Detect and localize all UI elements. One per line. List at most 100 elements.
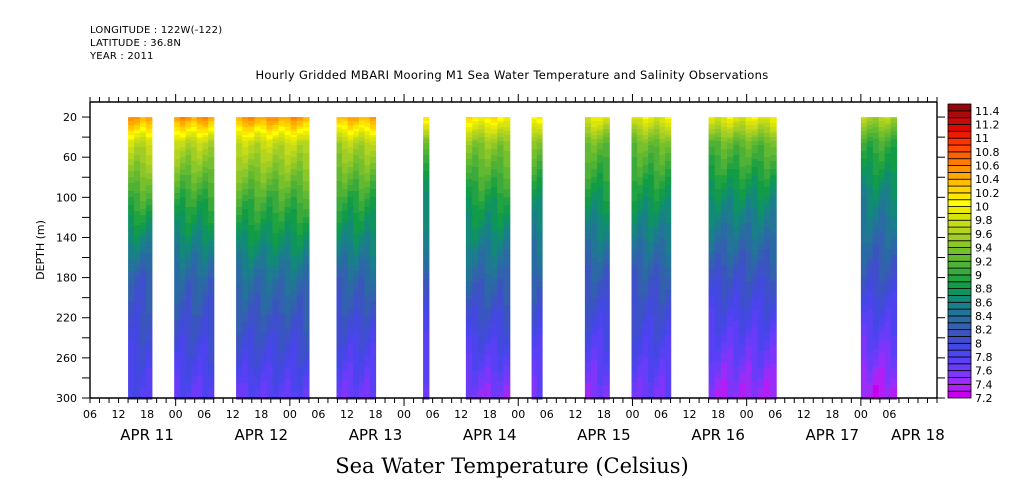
- heat-cell: [497, 231, 505, 234]
- heat-cell: [423, 227, 430, 230]
- heat-cell: [347, 141, 354, 144]
- heat-cell: [266, 221, 274, 224]
- heat-cell: [134, 349, 141, 352]
- heat-cell: [191, 261, 198, 264]
- heat-cell: [358, 299, 365, 302]
- heat-cell: [490, 291, 498, 294]
- heat-cell: [128, 133, 135, 136]
- heat-cell: [490, 141, 498, 144]
- heat-cell: [472, 257, 480, 260]
- heat-cell: [272, 321, 280, 324]
- heat-cell: [202, 297, 209, 300]
- heat-cell: [128, 253, 135, 256]
- heat-cell: [358, 141, 365, 144]
- heat-cell: [284, 127, 292, 130]
- heat-cell: [465, 129, 473, 132]
- heat-cell: [353, 295, 360, 298]
- heat-cell: [191, 151, 198, 154]
- heat-cell: [128, 283, 135, 286]
- heat-cell: [423, 305, 430, 308]
- heat-cell: [278, 357, 286, 360]
- heat-cell: [302, 379, 310, 382]
- heat-cell: [179, 343, 187, 346]
- heat-cell: [342, 209, 349, 212]
- heat-cell: [490, 203, 498, 206]
- heat-cell: [202, 289, 209, 292]
- heat-cell: [208, 361, 215, 364]
- heat-cell: [465, 149, 473, 152]
- heat-cell: [423, 199, 430, 202]
- heat-cell: [179, 215, 187, 218]
- heat-cell: [484, 217, 492, 220]
- heat-cell: [242, 123, 249, 126]
- heat-cell: [336, 157, 343, 160]
- heat-cell: [134, 195, 141, 198]
- heat-cell: [202, 121, 209, 124]
- heat-cell: [248, 395, 255, 398]
- heat-cell: [242, 203, 249, 206]
- heat-cell: [242, 267, 249, 270]
- heat-cell: [266, 191, 274, 194]
- heat-cell: [140, 317, 147, 320]
- heat-cell: [202, 269, 209, 272]
- heat-cell: [353, 259, 360, 262]
- heat-cell: [369, 211, 377, 214]
- heat-cell: [260, 293, 268, 296]
- heat-cell: [134, 389, 141, 392]
- heat-cell: [140, 339, 147, 342]
- heat-cell: [191, 227, 198, 230]
- heat-cell: [465, 259, 473, 262]
- heat-cell: [347, 381, 354, 384]
- heat-cell: [336, 197, 343, 200]
- heat-cell: [191, 159, 198, 162]
- heat-cell: [134, 381, 141, 384]
- heat-cell: [145, 209, 153, 212]
- heat-cell: [191, 339, 198, 342]
- heat-cell: [358, 155, 365, 158]
- heat-cell: [336, 345, 343, 348]
- heat-cell: [248, 147, 255, 150]
- heat-cell: [254, 291, 261, 294]
- heat-cell: [484, 161, 492, 164]
- heat-cell: [174, 237, 181, 240]
- heat-cell: [423, 245, 430, 248]
- heat-cell: [336, 243, 343, 246]
- heat-cell: [191, 295, 198, 298]
- longitude-label: LONGITUDE : 122W(-122): [90, 25, 223, 36]
- heat-cell: [248, 335, 255, 338]
- heat-cell: [196, 367, 203, 370]
- heat-cell: [336, 319, 343, 322]
- heat-cell: [490, 181, 498, 184]
- heat-cell: [302, 247, 310, 250]
- heat-cell: [465, 119, 473, 122]
- heat-cell: [290, 229, 298, 232]
- heat-cell: [236, 189, 243, 192]
- heat-cell: [236, 321, 243, 324]
- heat-cell: [254, 119, 261, 122]
- heat-cell: [342, 145, 349, 148]
- heat-cell: [278, 207, 286, 210]
- heat-cell: [302, 213, 310, 216]
- heat-cell: [202, 307, 209, 310]
- heat-cell: [196, 225, 203, 228]
- heat-cell: [196, 279, 203, 282]
- heat-cell: [242, 277, 249, 280]
- heat-cell: [336, 121, 343, 124]
- heat-cell: [465, 267, 473, 270]
- heat-cell: [174, 177, 181, 180]
- heat-cell: [179, 311, 187, 314]
- heat-cell: [284, 203, 292, 206]
- heat-cell: [174, 117, 181, 120]
- heat-cell: [364, 175, 371, 178]
- heat-cell: [128, 331, 135, 334]
- heat-cell: [140, 151, 147, 154]
- heat-cell: [364, 385, 371, 388]
- heat-cell: [260, 143, 268, 146]
- heat-cell: [342, 353, 349, 356]
- heat-cell: [236, 313, 243, 316]
- heat-cell: [342, 361, 349, 364]
- heat-cell: [302, 157, 310, 160]
- heat-cell: [134, 171, 141, 174]
- heat-cell: [358, 215, 365, 218]
- heat-cell: [208, 217, 215, 220]
